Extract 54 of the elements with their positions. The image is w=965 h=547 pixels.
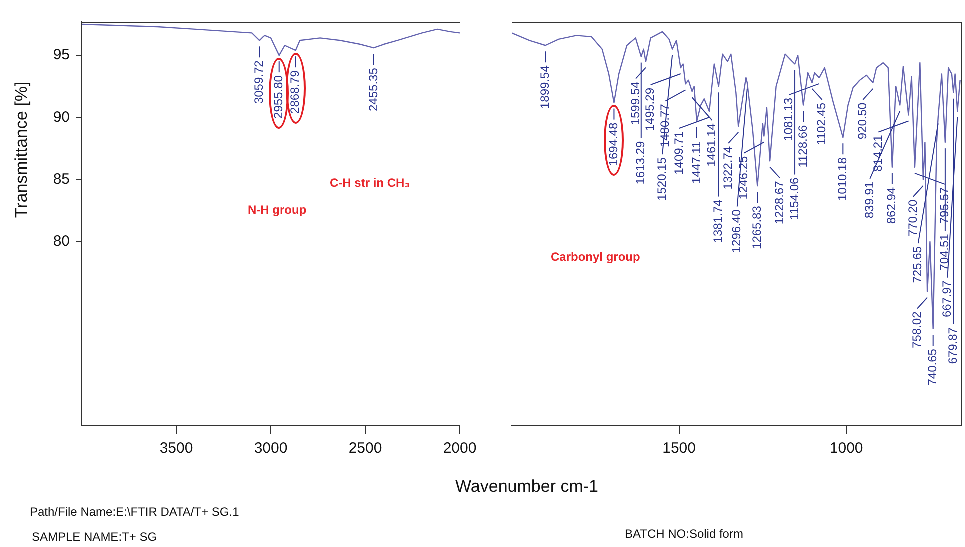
annotation: 1081.13	[782, 98, 796, 142]
annotation: 1694.48	[606, 122, 621, 166]
annotation: 1447.11	[689, 141, 704, 184]
annotation: 1381.74	[711, 199, 726, 244]
annotation: 1010.18	[835, 157, 850, 201]
annotation: 839.91	[862, 182, 876, 219]
annotation: 1461.14	[704, 123, 719, 167]
annotation: 758.02	[910, 311, 924, 348]
x-tick-label: 1500	[662, 440, 696, 458]
annotation: 1246.25	[736, 156, 750, 200]
y-tick-label: 95	[53, 46, 70, 64]
annotation: 1228.67	[772, 180, 786, 225]
annotation: N-H group	[248, 203, 307, 217]
annotation: 1899.54	[538, 65, 552, 110]
annotation: 704.51	[938, 234, 952, 271]
annotation: 1265.83	[750, 206, 764, 250]
annotation: 2455.35	[366, 68, 380, 112]
y-axis-title: Transmittance [%]	[12, 82, 32, 218]
x-tick-label: 1000	[830, 440, 864, 458]
y-tick-label: 85	[53, 171, 70, 188]
annotation: 3059.72	[252, 60, 266, 104]
x-tick-label: 3500	[160, 440, 194, 458]
annotation: 1154.06	[787, 177, 802, 220]
annotation: Carbonyl group	[551, 250, 640, 264]
text: Path/File Name:E:\FTIR DATA/T+ SG.1	[30, 505, 240, 519]
annotation: 1409.71	[672, 131, 686, 175]
annotation: 1520.15	[654, 157, 669, 201]
annotation: 1102.45	[814, 102, 829, 146]
annotation: 667.97	[940, 280, 954, 318]
annotation: 1296.40	[730, 209, 744, 254]
x-tick-label: 2500	[348, 440, 382, 458]
annotation: 1495.29	[643, 88, 658, 132]
annotation: 770.20	[906, 200, 920, 237]
annotation: 1322.74	[720, 146, 735, 190]
annotation: 725.65	[910, 246, 925, 284]
y-tick-label: 90	[53, 108, 70, 126]
text: SAMPLE NAME:T+ SG	[32, 530, 158, 544]
annotation: 679.87	[946, 327, 960, 364]
x-tick-label: 2000	[443, 440, 477, 458]
annotation: 795.57	[937, 187, 952, 224]
annotation: 920.50	[855, 102, 870, 140]
annotation: 2955.80	[272, 75, 286, 119]
annotation: 2868.79	[288, 70, 302, 114]
text: BATCH NO:Solid form	[625, 527, 744, 541]
annotation: 862.94	[884, 187, 899, 224]
y-tick-label: 80	[53, 233, 70, 250]
annotation: 1613.29	[634, 141, 648, 185]
annotation: 740.65	[926, 348, 940, 386]
x-axis-title: Wavenumber cm-1	[456, 477, 598, 497]
annotation: 814.21	[871, 134, 886, 172]
annotation: C-H str in CH₃	[330, 176, 410, 190]
annotation: 1128.66	[796, 124, 810, 168]
x-tick-label: 3000	[254, 440, 288, 458]
annotation: 1599.54	[628, 81, 642, 126]
